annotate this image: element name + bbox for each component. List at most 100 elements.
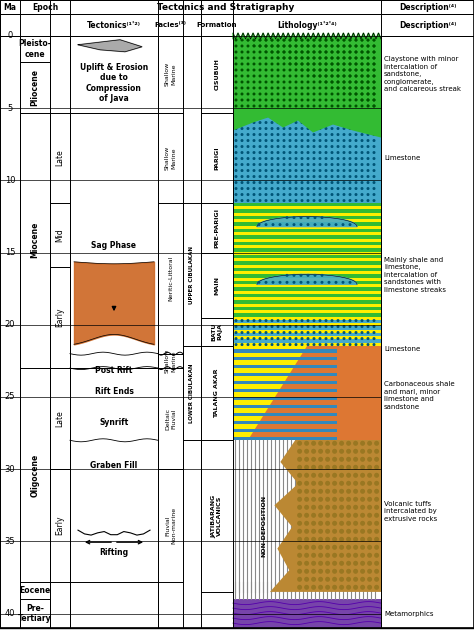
Circle shape <box>319 68 321 71</box>
Text: Description⁽⁴⁾: Description⁽⁴⁾ <box>399 20 456 29</box>
Text: Description⁽⁴⁾: Description⁽⁴⁾ <box>399 3 456 11</box>
Circle shape <box>240 68 244 71</box>
Circle shape <box>258 133 262 136</box>
Circle shape <box>346 457 351 462</box>
Circle shape <box>319 175 321 178</box>
Circle shape <box>264 87 267 89</box>
Circle shape <box>339 489 344 494</box>
Circle shape <box>361 175 364 178</box>
Circle shape <box>374 545 379 550</box>
Circle shape <box>355 343 357 346</box>
Circle shape <box>307 115 310 118</box>
Circle shape <box>271 50 273 54</box>
Circle shape <box>337 68 339 71</box>
Circle shape <box>355 93 357 96</box>
Circle shape <box>343 133 346 136</box>
Text: Neritic-Littoral: Neritic-Littoral <box>168 256 173 301</box>
Circle shape <box>339 473 344 478</box>
Circle shape <box>307 50 310 54</box>
Circle shape <box>367 441 372 446</box>
Circle shape <box>330 187 334 190</box>
Circle shape <box>253 175 255 178</box>
Circle shape <box>289 115 292 118</box>
Circle shape <box>325 175 328 178</box>
Circle shape <box>325 87 328 89</box>
Circle shape <box>246 343 249 346</box>
Text: CISUBUH: CISUBUH <box>215 58 219 90</box>
Polygon shape <box>233 33 381 39</box>
Bar <box>233 357 337 360</box>
Circle shape <box>253 50 255 54</box>
Circle shape <box>246 75 249 77</box>
Circle shape <box>346 529 351 534</box>
Bar <box>70 36 158 112</box>
Bar <box>201 440 233 592</box>
Circle shape <box>373 145 375 148</box>
Circle shape <box>330 87 334 89</box>
Circle shape <box>264 139 267 142</box>
Circle shape <box>361 80 364 84</box>
Circle shape <box>240 50 244 54</box>
Circle shape <box>330 319 334 322</box>
Circle shape <box>366 57 370 59</box>
Circle shape <box>355 105 357 107</box>
Circle shape <box>289 199 292 202</box>
Circle shape <box>253 133 255 136</box>
Text: Deltaic
Fluvial: Deltaic Fluvial <box>165 408 176 430</box>
Circle shape <box>373 87 375 89</box>
Circle shape <box>366 45 370 47</box>
Circle shape <box>355 139 357 142</box>
Circle shape <box>348 75 352 77</box>
Circle shape <box>343 98 346 101</box>
Circle shape <box>337 63 339 66</box>
Circle shape <box>346 569 351 574</box>
Circle shape <box>373 337 375 340</box>
Circle shape <box>366 193 370 196</box>
Circle shape <box>312 169 316 172</box>
Circle shape <box>240 68 244 71</box>
Circle shape <box>301 80 303 84</box>
Circle shape <box>337 98 339 101</box>
Circle shape <box>343 87 346 89</box>
Circle shape <box>253 45 255 47</box>
Circle shape <box>240 325 244 328</box>
Circle shape <box>337 45 339 47</box>
Circle shape <box>264 145 267 148</box>
Circle shape <box>253 325 255 328</box>
Circle shape <box>361 75 364 77</box>
Circle shape <box>240 151 244 154</box>
Circle shape <box>348 80 352 84</box>
Circle shape <box>235 105 237 107</box>
Text: Post Rift: Post Rift <box>95 366 133 375</box>
Circle shape <box>294 193 298 196</box>
Circle shape <box>318 481 323 486</box>
Circle shape <box>304 481 309 486</box>
Bar <box>233 36 381 112</box>
Circle shape <box>264 45 267 47</box>
Circle shape <box>355 181 357 184</box>
Circle shape <box>355 63 357 66</box>
Circle shape <box>289 87 292 89</box>
Circle shape <box>332 481 337 486</box>
Circle shape <box>276 139 280 142</box>
Circle shape <box>337 63 339 66</box>
Circle shape <box>294 139 298 142</box>
Circle shape <box>330 87 334 89</box>
Circle shape <box>283 45 285 47</box>
Text: Pliocene: Pliocene <box>30 69 39 106</box>
Circle shape <box>301 145 303 148</box>
Circle shape <box>348 75 352 77</box>
Circle shape <box>301 151 303 154</box>
Circle shape <box>246 98 249 101</box>
Circle shape <box>325 80 328 84</box>
Circle shape <box>271 80 273 84</box>
Circle shape <box>361 187 364 190</box>
Bar <box>233 381 337 384</box>
Bar <box>158 353 183 368</box>
Circle shape <box>307 105 310 107</box>
Circle shape <box>330 93 334 96</box>
Bar <box>233 318 381 346</box>
Circle shape <box>253 80 255 84</box>
Circle shape <box>353 577 358 582</box>
Circle shape <box>235 57 237 59</box>
